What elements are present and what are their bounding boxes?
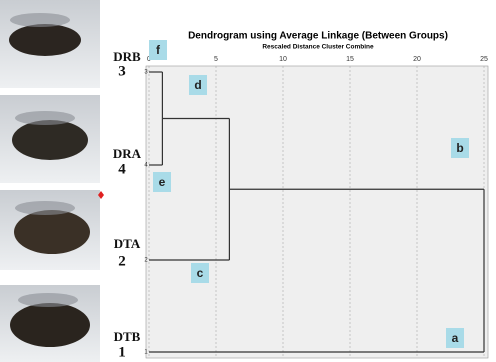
chart-title: Dendrogram using Average Linkage (Betwee…: [188, 31, 448, 42]
x-axis-label: Rescaled Distance Cluster Combine: [262, 44, 374, 51]
x-tick-label: 5: [214, 56, 218, 63]
specimen-photos: [0, 0, 104, 362]
wing: [15, 201, 75, 215]
x-tick-label: 15: [346, 56, 354, 63]
wing: [15, 111, 75, 125]
x-tick-label: 10: [279, 56, 287, 63]
leaf-name: DTA: [114, 236, 141, 251]
leaf-number: 4: [118, 161, 126, 177]
bee: [14, 210, 90, 254]
bee: [10, 303, 90, 347]
figure: Dendrogram using Average Linkage (Betwee…: [0, 0, 496, 362]
leaf-number: 1: [118, 344, 126, 360]
bee: [12, 120, 88, 160]
wing: [18, 293, 78, 307]
annotation: b: [456, 141, 463, 155]
x-tick-label: 20: [413, 56, 421, 63]
leaf-number: 3: [118, 63, 126, 79]
annotation: c: [197, 266, 204, 280]
bee: [9, 24, 81, 56]
annotation: e: [159, 175, 166, 189]
plot-area: [146, 66, 488, 358]
annotation: d: [194, 78, 201, 92]
annotation: a: [452, 331, 459, 345]
leaf-number: 2: [118, 253, 126, 269]
leaf-name: DRA: [113, 146, 142, 161]
leaf-name: DRB: [113, 49, 141, 64]
wing: [10, 13, 70, 27]
x-tick-label: 25: [480, 56, 488, 63]
leaf-name: DTB: [114, 329, 141, 344]
